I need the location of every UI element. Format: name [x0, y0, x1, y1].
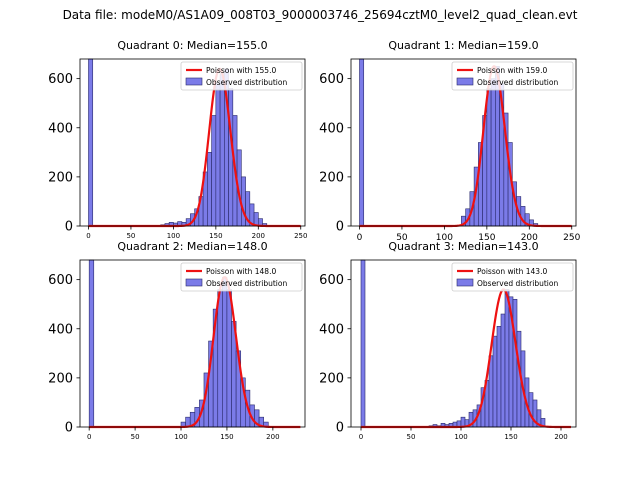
histogram-bar — [488, 355, 494, 428]
histogram-bar — [226, 289, 232, 428]
y-tick-label: 600 — [48, 72, 73, 87]
x-tick-label: 150 — [220, 433, 233, 441]
histogram-bar — [228, 88, 234, 227]
legend-poisson-label: Poisson with 155.0 — [206, 66, 276, 75]
x-tick-label: 0 — [87, 433, 91, 441]
x-tick-label: 150 — [478, 233, 495, 243]
x-tick-label: 150 — [504, 433, 517, 441]
legend-observed-label: Observed distribution — [477, 279, 558, 288]
x-tick-label: 200 — [554, 433, 567, 441]
y-tick-label: 200 — [48, 371, 73, 386]
histogram-bar — [500, 313, 506, 428]
y-tick-label: 200 — [48, 170, 73, 185]
histogram-bar — [217, 289, 223, 428]
histogram-bar — [359, 58, 365, 227]
quadrant-1-chart: 0 50 100 150 200 250 0 200 400 600 Quadrant 1: Med… — [319, 39, 580, 243]
x-tick-label: 100 — [167, 232, 180, 240]
legend-observed-label: Observed distribution — [206, 78, 287, 87]
legend-observed-swatch — [185, 77, 203, 86]
histogram-bar — [88, 259, 95, 428]
quadrant-title: Quadrant 2: Median=148.0 — [117, 240, 267, 253]
histogram-bar — [360, 259, 366, 428]
y-tick-label: 200 — [319, 371, 344, 386]
legend-poisson-label: Poisson with 148.0 — [206, 267, 276, 276]
poisson-curve — [88, 67, 301, 228]
axes-frame — [79, 58, 306, 227]
y-tick-label: 0 — [336, 220, 344, 235]
legend-box — [451, 61, 574, 91]
x-tick-label: 100 — [454, 433, 467, 441]
quadrant-title: Quadrant 1: Median=159.0 — [388, 39, 538, 52]
y-tick-label: 0 — [336, 421, 344, 436]
y-tick-label: 400 — [48, 322, 73, 337]
legend-observed-label: Observed distribution — [477, 78, 558, 87]
axes-frame — [350, 259, 577, 428]
x-tick-label: 0 — [359, 433, 363, 441]
legend-observed-swatch — [185, 278, 203, 287]
x-tick-label: 0 — [357, 233, 363, 243]
histogram-bar — [512, 298, 518, 428]
x-tick-label: 50 — [396, 233, 408, 243]
histogram-bar — [490, 78, 496, 227]
y-tick-label: 400 — [319, 121, 344, 136]
x-tick-label: 250 — [563, 233, 580, 243]
y-tick-label: 0 — [65, 220, 73, 235]
x-tick-label: 150 — [209, 232, 222, 240]
x-tick-label: 100 — [436, 233, 453, 243]
histogram-bar — [207, 152, 212, 227]
y-tick-label: 600 — [319, 273, 344, 288]
histogram-bar — [241, 176, 246, 227]
histogram-bar — [215, 83, 221, 227]
histogram-bar — [486, 88, 492, 227]
y-tick-label: 200 — [319, 170, 344, 185]
legend-box — [451, 262, 574, 292]
quadrant-2-chart: 0 50 100 150 200 0 200 400 600 Quadrant 2: Median… — [48, 240, 306, 441]
y-tick-label: 400 — [319, 322, 344, 337]
histogram-bar — [492, 335, 498, 428]
legend-box — [180, 262, 303, 292]
quadrant-title: Quadrant 0: Median=155.0 — [117, 39, 267, 52]
x-tick-label: 200 — [266, 433, 279, 441]
y-tick-label: 600 — [319, 72, 344, 87]
legend-poisson-label: Poisson with 143.0 — [477, 267, 547, 276]
histogram-bar — [219, 73, 225, 227]
histogram-bar — [222, 276, 228, 428]
poisson-curve — [361, 288, 571, 429]
quadrant-3-chart: 0 50 100 150 200 0 200 400 600 Quadrant 3: Median… — [319, 240, 577, 441]
x-tick-label: 50 — [131, 433, 140, 441]
y-tick-label: 0 — [65, 421, 73, 436]
histogram-bar — [504, 289, 510, 428]
x-tick-label: 0 — [86, 232, 90, 240]
legend-box — [180, 61, 303, 91]
x-tick-label: 50 — [407, 433, 416, 441]
x-tick-label: 250 — [294, 232, 307, 240]
axes-frame — [350, 58, 577, 227]
histogram-bar — [211, 115, 217, 227]
histogram-bar — [88, 58, 94, 227]
histogram-bar — [496, 326, 502, 428]
quadrant-title: Quadrant 3: Median=143.0 — [388, 240, 538, 253]
x-tick-label: 200 — [521, 233, 538, 243]
quadrant-0-chart: 0 50 100 150 200 250 0 200 400 600 Quadrant 0: Med… — [48, 39, 307, 240]
figure-suptitle: Data file: modeM0/AS1A09_008T03_90000037… — [62, 8, 578, 22]
legend-poisson-label: Poisson with 159.0 — [477, 66, 547, 75]
poisson-curve — [89, 276, 301, 429]
legend-observed-swatch — [456, 278, 474, 287]
y-tick-label: 400 — [48, 121, 73, 136]
x-tick-label: 50 — [126, 232, 135, 240]
y-tick-label: 600 — [48, 273, 73, 288]
x-tick-label: 200 — [252, 232, 265, 240]
legend-observed-label: Observed distribution — [206, 279, 287, 288]
axes-frame — [79, 259, 306, 428]
legend-observed-swatch — [456, 77, 474, 86]
x-tick-label: 100 — [174, 433, 187, 441]
